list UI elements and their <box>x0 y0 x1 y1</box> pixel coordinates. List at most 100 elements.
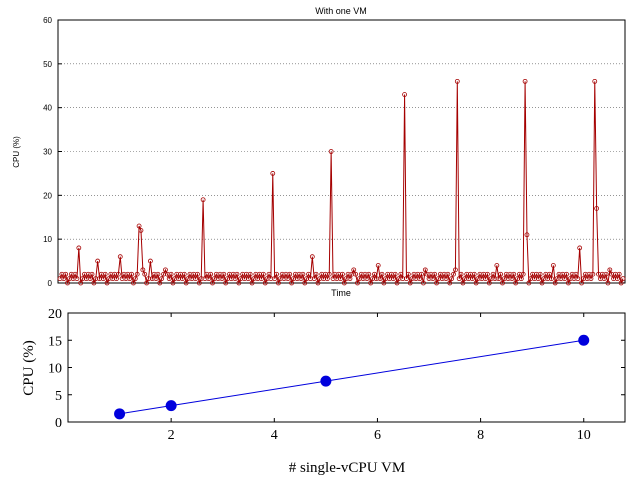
bottom-y-tick-label: 5 <box>55 389 62 404</box>
top-data-point <box>547 271 552 277</box>
top-data-point <box>65 280 70 286</box>
top-data-point <box>421 280 426 286</box>
top-data-point <box>208 271 214 277</box>
top-data-point <box>485 271 490 277</box>
top-data-point <box>270 171 276 176</box>
top-data-point <box>287 271 293 277</box>
top-data-point <box>210 280 215 286</box>
cpu-time-chart: With one VM Time CPU (%) 0 10 20 30 40 50 60 <box>12 6 626 298</box>
top-data-point <box>347 276 353 282</box>
top-data-point <box>193 276 198 282</box>
top-series-line <box>59 81 624 285</box>
top-data-point <box>183 280 189 286</box>
top-data-point <box>471 271 477 277</box>
top-data-point <box>473 280 479 286</box>
top-data-point <box>117 254 123 260</box>
top-data-point <box>449 276 455 282</box>
top-data-point <box>469 276 475 282</box>
top-data-point <box>434 280 439 286</box>
top-data-point <box>592 78 598 84</box>
top-data-point <box>219 276 225 282</box>
top-data-point <box>326 271 332 277</box>
top-y-tick-label: 30 <box>43 148 52 157</box>
top-data-point <box>309 254 315 260</box>
top-data-point <box>245 276 251 282</box>
top-data-point <box>404 276 409 282</box>
top-data-point <box>61 276 67 282</box>
top-data-point <box>451 271 456 277</box>
top-data-point <box>127 276 133 282</box>
top-data-point <box>392 271 398 277</box>
top-data-point <box>181 271 187 277</box>
top-y-ticks: 0 10 20 30 40 50 60 <box>43 16 62 288</box>
top-data-point <box>313 271 319 277</box>
top-data-point <box>91 280 97 286</box>
top-data-point <box>272 276 278 282</box>
top-data-point <box>249 280 255 286</box>
top-y-tick-label: 60 <box>43 16 52 25</box>
top-x-axis-label: Time <box>331 288 351 298</box>
top-data-point <box>115 271 121 277</box>
top-data-point <box>131 280 136 286</box>
top-data-point <box>618 280 624 286</box>
top-data-point <box>260 271 266 277</box>
cpu-vm-chart: # single-vCPU VM CPU (%) 2 4 6 8 10 0 5 10 15 20 <box>21 307 626 476</box>
top-data-point <box>500 280 505 286</box>
top-data-point <box>100 276 106 282</box>
top-data-point <box>407 280 413 286</box>
top-data-point <box>104 280 110 286</box>
bottom-x-axis-label: # single-vCPU VM <box>289 460 405 476</box>
top-data-point <box>535 276 541 282</box>
top-data-point <box>575 276 581 282</box>
top-data-point <box>147 258 153 264</box>
top-data-point <box>375 263 381 268</box>
top-series-cpu <box>57 78 626 286</box>
top-data-point <box>381 280 387 286</box>
top-data-point <box>372 271 377 277</box>
top-data-point <box>549 276 554 282</box>
top-data-point <box>223 280 229 286</box>
top-data-point <box>445 271 451 277</box>
top-data-point <box>232 276 238 282</box>
top-data-point <box>364 276 370 282</box>
top-data-point <box>562 276 568 282</box>
top-data-point <box>520 271 526 277</box>
top-data-point <box>157 280 163 286</box>
top-data-point <box>315 280 321 286</box>
top-data-point <box>494 263 500 268</box>
top-data-point <box>63 271 69 277</box>
top-data-point <box>539 280 545 286</box>
top-data-point <box>170 280 176 286</box>
top-data-point <box>518 276 524 282</box>
top-data-point <box>134 271 140 277</box>
top-data-point <box>234 271 240 277</box>
top-data-point <box>159 276 165 282</box>
top-data-point <box>417 276 423 282</box>
top-data-point <box>422 267 428 273</box>
top-data-point <box>398 271 404 277</box>
top-data-point <box>298 276 304 282</box>
top-y-tick-label: 20 <box>43 191 52 200</box>
bottom-series-cpu <box>114 334 590 420</box>
top-data-point <box>138 227 144 233</box>
top-data-point <box>579 280 584 286</box>
top-data-point <box>276 280 281 286</box>
top-data-point <box>95 258 101 264</box>
bottom-series-line <box>119 339 584 415</box>
bottom-x-tick-label: 10 <box>577 428 591 443</box>
top-data-point <box>274 271 279 277</box>
bottom-x-tick-label: 2 <box>168 428 175 443</box>
top-data-point <box>447 280 453 286</box>
top-data-point <box>605 280 611 286</box>
top-data-point <box>607 267 613 273</box>
top-data-point <box>509 276 515 282</box>
top-data-point <box>324 276 330 282</box>
top-data-point <box>522 78 528 84</box>
top-data-point <box>200 197 206 203</box>
top-plot-frame <box>57 19 626 284</box>
top-gridlines <box>58 63 625 240</box>
top-data-point <box>166 276 172 282</box>
top-data-point <box>564 271 569 277</box>
bottom-y-axis-label: CPU (%) <box>21 340 37 395</box>
top-data-point <box>72 271 78 277</box>
